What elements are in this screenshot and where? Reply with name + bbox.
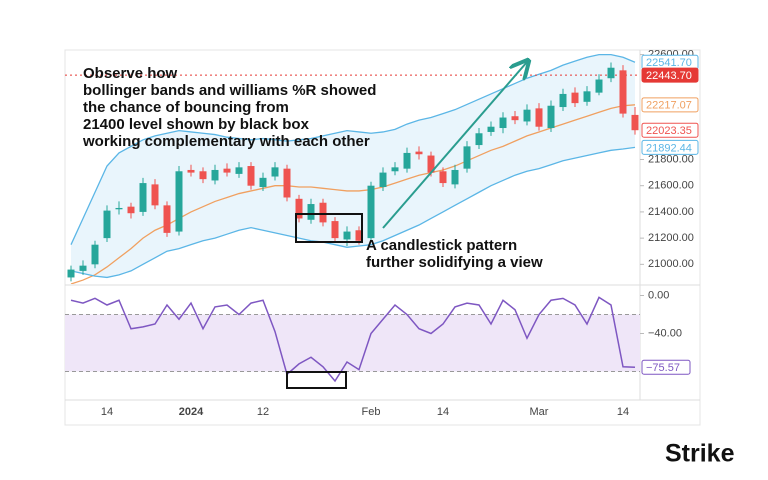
y-tick-label: 21000.00 xyxy=(648,258,694,270)
candle-body xyxy=(307,204,315,220)
price-plot xyxy=(65,53,640,284)
annotation: bollinger bands and williams %R showed xyxy=(83,82,376,99)
x-tick-label: Feb xyxy=(362,406,381,418)
candle-body xyxy=(535,108,543,127)
candle-body xyxy=(427,155,435,173)
y-tick-label: 21200.00 xyxy=(648,232,694,244)
candle-body xyxy=(355,230,363,241)
candle-body xyxy=(283,168,291,198)
candle-body xyxy=(415,151,423,155)
frame xyxy=(64,49,701,426)
trend-arrow xyxy=(382,62,527,229)
indicator-line xyxy=(70,296,636,383)
candle-body xyxy=(67,269,75,278)
candle-body xyxy=(139,183,147,212)
candle-body xyxy=(175,171,183,232)
value-tag-label: 22217.07 xyxy=(646,100,692,112)
candle-body xyxy=(367,185,375,239)
annotation: Observe how xyxy=(83,65,178,82)
candle-body xyxy=(499,117,507,129)
candle-body xyxy=(451,169,459,185)
band-fill xyxy=(71,54,635,278)
candle-body xyxy=(595,79,603,93)
value-tag-label: 21892.44 xyxy=(646,142,692,154)
candle-body xyxy=(247,166,255,186)
value-tag xyxy=(641,97,699,113)
candle-body xyxy=(571,92,579,104)
x-tick-label: 12 xyxy=(257,406,269,418)
candle-body xyxy=(547,105,555,129)
candle-body xyxy=(79,265,87,271)
candle-body xyxy=(319,202,327,223)
value-tag xyxy=(641,359,691,375)
candle-body xyxy=(583,91,591,102)
highlight-box xyxy=(286,371,347,389)
candle-body xyxy=(403,152,411,169)
candle-body xyxy=(151,184,159,206)
logo: Strike xyxy=(665,440,735,468)
annotation: further solidifying a view xyxy=(366,254,543,271)
x-tick-label: 14 xyxy=(101,406,113,418)
candle-body xyxy=(523,109,531,122)
candle-body xyxy=(331,221,339,239)
y2-tick-label: 0.00 xyxy=(648,289,669,301)
candle-body xyxy=(199,171,207,180)
candle-body xyxy=(607,67,615,79)
y-tick-label: 21600.00 xyxy=(648,180,694,192)
highlight-box xyxy=(295,213,363,243)
value-tag-label: −75.57 xyxy=(646,362,680,374)
candle-body xyxy=(259,177,267,188)
candle-body xyxy=(619,70,627,114)
candle-body xyxy=(115,207,123,210)
candle-body xyxy=(223,168,231,173)
band-line xyxy=(70,53,636,245)
candle-body xyxy=(211,169,219,181)
candle-body xyxy=(103,210,111,239)
candle-body xyxy=(379,172,387,188)
candle-body xyxy=(163,205,171,233)
candle-body xyxy=(235,167,243,174)
value-tag-label: 22443.70 xyxy=(646,70,692,82)
candle-body xyxy=(295,198,303,219)
value-tag xyxy=(641,139,699,155)
candle-body xyxy=(463,146,471,169)
candle-body xyxy=(511,116,519,121)
candle-body xyxy=(631,114,639,131)
y-tick-label: 21400.00 xyxy=(648,206,694,218)
y2-tick-label: −40.00 xyxy=(648,327,682,339)
candle-body xyxy=(187,169,195,173)
annotation: the chance of bouncing from xyxy=(83,99,289,116)
level-zone xyxy=(65,314,640,372)
candle-body xyxy=(559,93,567,108)
x-tick-label: 14 xyxy=(437,406,449,418)
candle-body xyxy=(127,206,135,214)
candle-body xyxy=(439,171,447,184)
candle-body xyxy=(91,244,99,265)
band-line xyxy=(70,146,636,279)
annotation: A candlestick pattern xyxy=(366,237,517,254)
x-tick-label: 2024 xyxy=(179,406,204,418)
value-tag-label: 22023.35 xyxy=(646,125,692,137)
annotation: 21400 level shown by black box xyxy=(83,116,310,133)
candle-body xyxy=(271,167,279,177)
candle-body xyxy=(391,167,399,172)
x-tick-label: 14 xyxy=(617,406,629,418)
candle-body xyxy=(487,126,495,132)
value-tag xyxy=(641,122,699,138)
annotation: working complementary with each other xyxy=(82,133,370,150)
candle-body xyxy=(343,231,351,240)
value-tag-label: 22541.70 xyxy=(646,57,692,69)
x-tick-label: Mar xyxy=(530,406,549,418)
y-tick-label: 21800.00 xyxy=(648,153,694,165)
value-tag xyxy=(641,67,699,83)
candle-body xyxy=(475,133,483,146)
